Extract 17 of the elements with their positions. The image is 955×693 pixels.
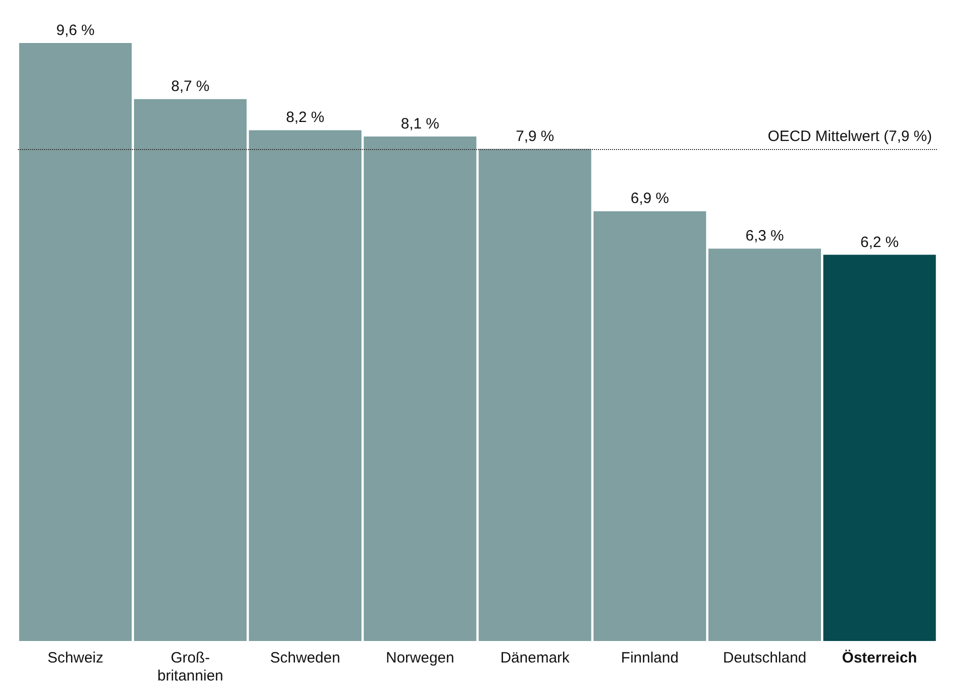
data-label: 8,2 % (286, 109, 324, 126)
x-tick-label: Norwegen (386, 650, 454, 666)
x-tick-label: Finnland (621, 650, 679, 666)
x-tick-label: Deutschland (722, 650, 806, 666)
data-label: 6,3 % (746, 228, 784, 245)
ref-line-label: OECD Mittelwert (7,9 %) (768, 128, 932, 145)
x-tick-label: Schweiz (48, 650, 104, 666)
data-label: 7,9 % (516, 128, 554, 145)
data-label: 6,9 % (630, 190, 669, 208)
x-tick-label: Dänemark (500, 650, 570, 666)
x-tick-label: Groß- britannien (157, 650, 224, 684)
data-label: 6,2 % (860, 234, 899, 251)
data-label: 9,6 % (56, 22, 95, 39)
x-tick-label: Schweden (270, 650, 340, 666)
data-label: 8,1 % (400, 115, 440, 132)
x-tick-label: Österreich (842, 650, 918, 666)
data-label: 8,7 % (171, 78, 210, 96)
